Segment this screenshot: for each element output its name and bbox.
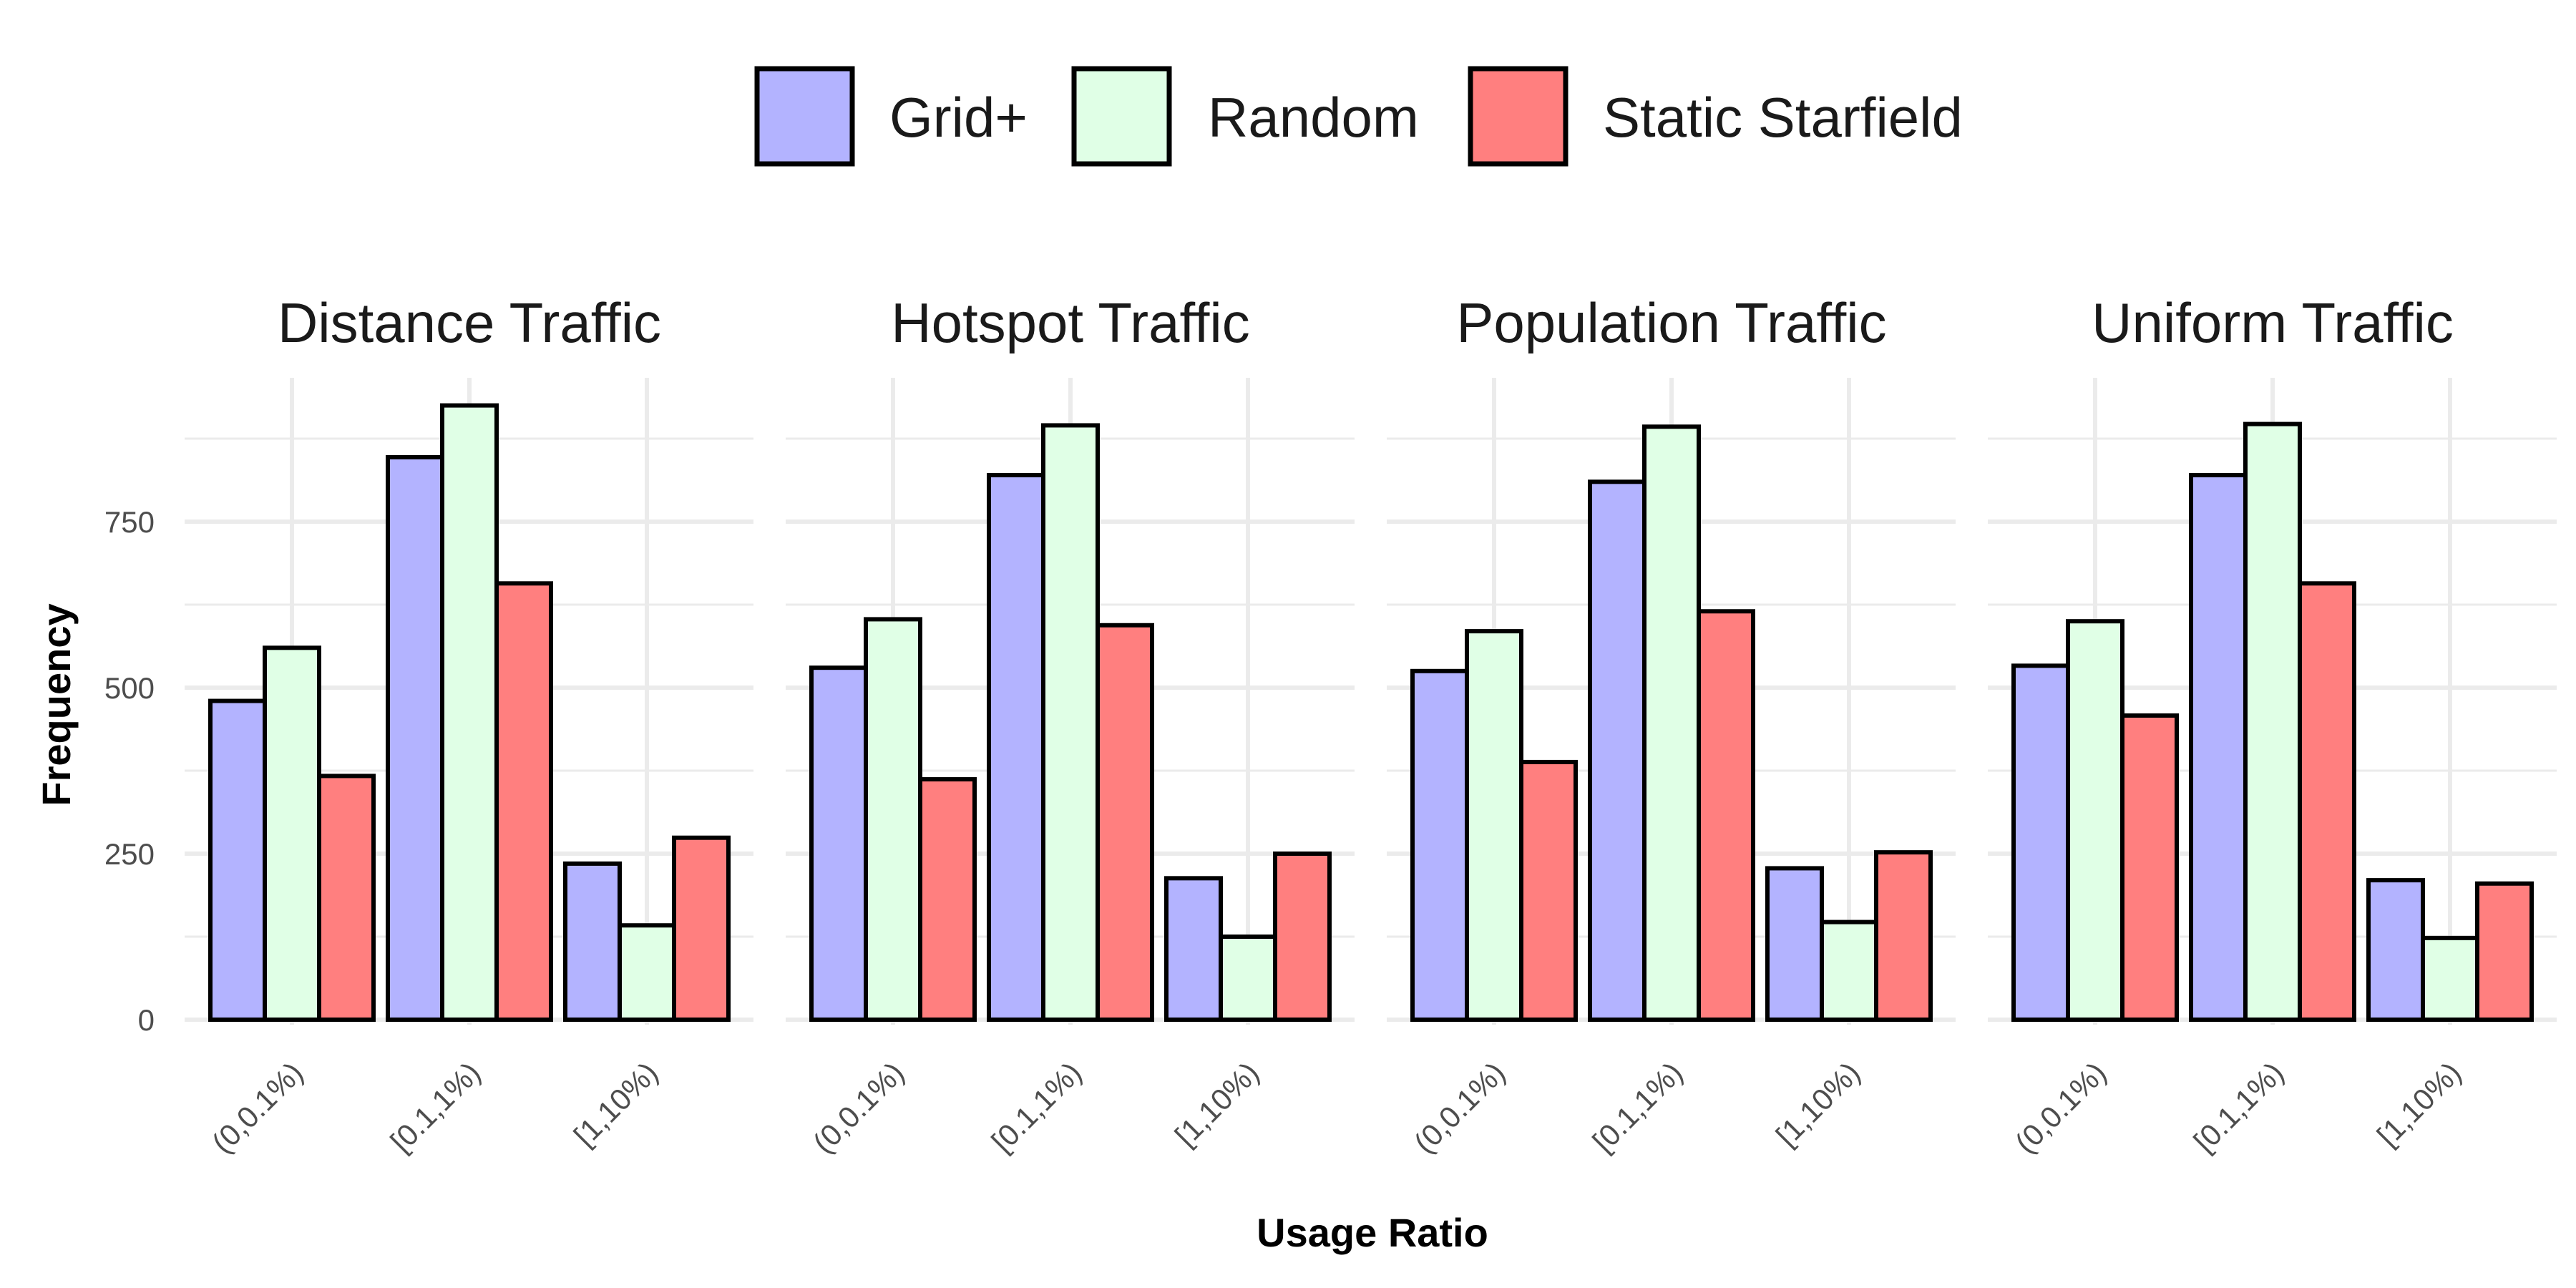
legend-key-grid — [754, 66, 855, 167]
bar-grid: Grid+ [1,10%): 210 — [2366, 878, 2425, 1022]
legend-key-random — [1071, 66, 1172, 167]
legend-label-grid: Grid+ — [889, 86, 1028, 149]
bar-random: Random (0,0.1%): 600 — [2066, 619, 2124, 1022]
y-axis-title: Frequency — [34, 603, 79, 806]
bar-static-starfield: Static Starfield [1,10%): 205 — [2475, 881, 2534, 1023]
bar-random: Random [0.1,1%): 897 — [2243, 421, 2302, 1022]
bar-random: Random [1,10%): 123 — [2421, 935, 2479, 1022]
bar-random: Random [1,10%): 125 — [1219, 935, 1277, 1022]
y-tick-label: 250 — [104, 837, 155, 871]
bar-random: Random (0,0.1%): 585 — [1465, 629, 1523, 1022]
bar-static-starfield: Static Starfield [0.1,1%): 657 — [494, 581, 553, 1022]
legend: Grid+ Random Static Starfield — [754, 66, 1963, 167]
bar-grid: Grid+ [0.1,1%): 820 — [987, 473, 1045, 1022]
bar-grid: Grid+ (0,0.1%): 480 — [208, 698, 267, 1022]
y-tick-label: 750 — [104, 505, 155, 539]
bar-grid: Grid+ [0.1,1%): 810 — [1588, 479, 1646, 1022]
y-tick-label: 0 — [138, 1003, 155, 1037]
bar-random: Random [0.1,1%): 893 — [1642, 424, 1701, 1022]
bar-random: Random (0,0.1%): 603 — [864, 617, 922, 1022]
bar-static-starfield: Static Starfield [0.1,1%): 615 — [1697, 609, 1755, 1022]
bar-grid: Grid+ (0,0.1%): 533 — [2011, 663, 2070, 1022]
bar-grid: Grid+ [0.1,1%): 847 — [386, 454, 444, 1022]
panel-title: Distance Traffic — [278, 291, 661, 354]
bar-grid: Grid+ [1,10%): 213 — [1164, 876, 1223, 1023]
panel-title: Population Traffic — [1456, 291, 1886, 354]
bar-static-starfield: Static Starfield (0,0.1%): 362 — [918, 777, 977, 1022]
bar-random: Random [0.1,1%): 895 — [1041, 423, 1100, 1022]
bar-random: Random [1,10%): 147 — [1820, 919, 1878, 1022]
panel-title: Hotspot Traffic — [891, 291, 1249, 354]
bar-grid: Grid+ [1,10%): 228 — [1765, 866, 1824, 1023]
legend-label-random: Random — [1208, 86, 1419, 149]
bar-static-starfield: Static Starfield [1,10%): 252 — [1874, 850, 1933, 1023]
bar-static-starfield: Static Starfield [0.1,1%): 657 — [2298, 581, 2356, 1022]
bar-random: Random [0.1,1%): 925 — [440, 403, 499, 1022]
bar-static-starfield: Static Starfield (0,0.1%): 388 — [1519, 759, 1578, 1023]
axes: Usage Ratio Frequency 0 250 500 750 — [34, 505, 1488, 1255]
bar-static-starfield: Static Starfield [1,10%): 250 — [1273, 852, 1332, 1022]
panel-title: Uniform Traffic — [2092, 291, 2454, 354]
bar-static-starfield: Static Starfield (0,0.1%): 367 — [317, 774, 376, 1022]
bar-static-starfield: Static Starfield [1,10%): 274 — [672, 835, 731, 1023]
bar-random: Random (0,0.1%): 560 — [263, 645, 321, 1022]
panel-distance-traffic: Distance TrafficGrid+ (0,0.1%): 480Rando… — [185, 291, 753, 1160]
y-tick-label: 500 — [104, 671, 155, 705]
bar-grid: Grid+ (0,0.1%): 530 — [809, 665, 868, 1022]
bar-grid: Grid+ [1,10%): 235 — [563, 861, 622, 1023]
bar-grid: Grid+ [0.1,1%): 820 — [2189, 473, 2248, 1022]
legend-label-static-starfield: Static Starfield — [1603, 86, 1963, 149]
bar-static-starfield: Static Starfield [0.1,1%): 594 — [1096, 623, 1154, 1022]
bar-grid: Grid+ (0,0.1%): 525 — [1410, 668, 1469, 1022]
legend-key-static-starfield — [1468, 66, 1568, 167]
x-axis-title: Usage Ratio — [1257, 1210, 1488, 1255]
bar-static-starfield: Static Starfield (0,0.1%): 458 — [2120, 713, 2179, 1022]
bar-random: Random [1,10%): 142 — [618, 923, 676, 1022]
